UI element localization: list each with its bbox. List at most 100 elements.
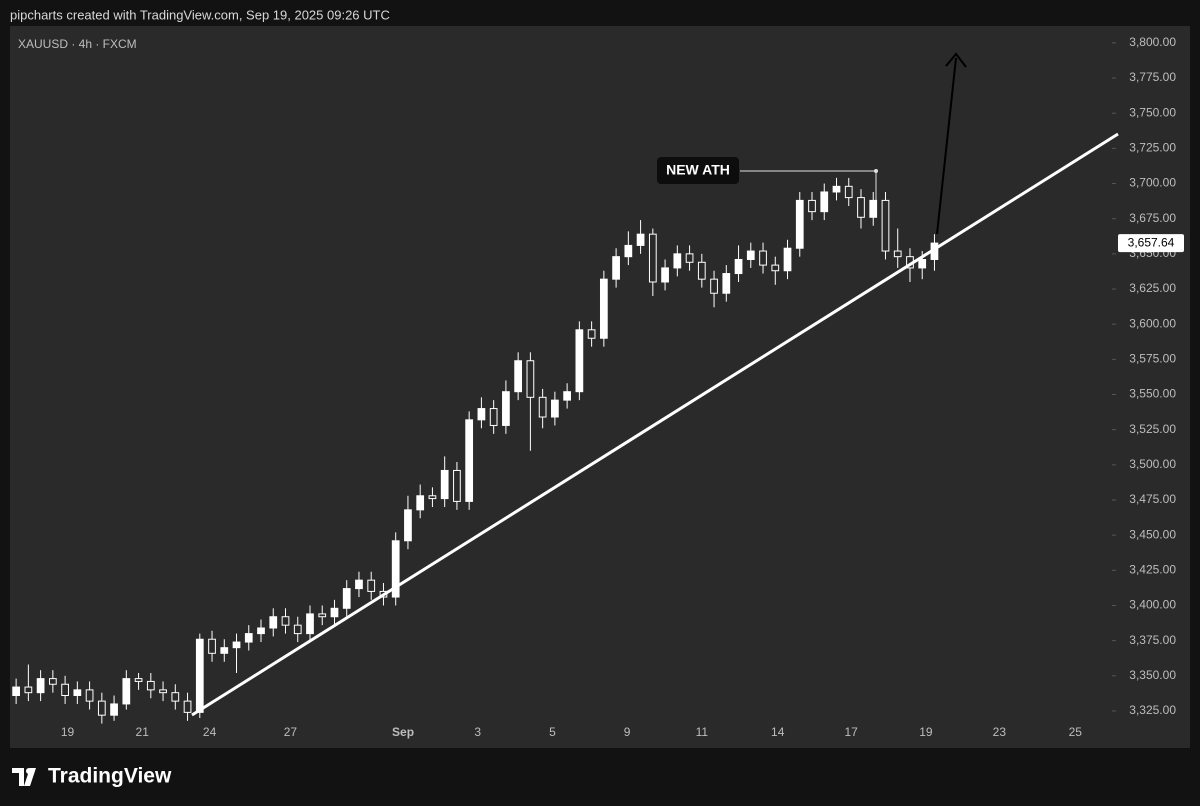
candle-body — [893, 250, 902, 258]
candle-body — [428, 495, 437, 500]
candle-body — [293, 624, 302, 635]
candle-body — [404, 509, 412, 542]
symbol-title: XAUUSD · 4h · FXCM — [18, 37, 137, 51]
last-price-label: 3,657.64 — [1128, 235, 1175, 249]
candle-body — [783, 247, 792, 272]
candle-body — [734, 258, 743, 275]
candle-body — [881, 199, 890, 252]
y-tick-label: 3,700.00 — [1129, 176, 1176, 190]
candle-body — [538, 396, 547, 418]
candle-body — [440, 469, 449, 500]
logo-dot — [26, 768, 32, 774]
candle-body — [342, 588, 351, 609]
candle-body — [85, 689, 94, 702]
logo-text: TradingView — [48, 765, 172, 788]
candle-body — [465, 419, 474, 502]
x-tick-label: 3 — [474, 725, 481, 739]
candle-body — [159, 689, 167, 694]
candle-body — [502, 391, 510, 426]
y-tick-label: 3,450.00 — [1129, 527, 1176, 541]
x-tick-label: 19 — [61, 725, 75, 739]
y-tick-label: 3,375.00 — [1129, 633, 1176, 647]
y-tick-label: 3,500.00 — [1129, 457, 1176, 471]
candle-body — [122, 678, 131, 705]
candle-body — [477, 408, 486, 421]
y-tick-label: 3,600.00 — [1129, 316, 1176, 330]
candle-body — [183, 700, 192, 713]
candle-body — [367, 579, 376, 592]
x-tick-label: 17 — [845, 725, 859, 739]
y-tick-label: 3,800.00 — [1129, 35, 1176, 49]
candle-body — [673, 253, 682, 269]
candle-body — [330, 607, 339, 618]
x-tick-label: 9 — [624, 725, 631, 739]
candle-body — [269, 616, 278, 629]
candle-body — [746, 250, 755, 260]
candle-body — [36, 678, 45, 694]
logo: TradingView — [12, 765, 172, 788]
candle-body — [685, 253, 694, 263]
candle-body — [195, 638, 204, 713]
x-tick-label: 27 — [284, 725, 298, 739]
y-tick-label: 3,575.00 — [1129, 352, 1176, 366]
candle-body — [808, 199, 816, 213]
y-tick-label: 3,400.00 — [1129, 598, 1176, 612]
arrow-shaft — [936, 57, 957, 235]
annotation: NEW ATH — [666, 162, 730, 178]
candle-body — [244, 633, 253, 643]
candle-body — [257, 627, 265, 635]
annotation-dot — [874, 169, 878, 173]
y-tick-label: 3,775.00 — [1129, 70, 1176, 84]
candle-body — [146, 680, 155, 691]
candle-body — [844, 185, 853, 199]
annotation-box — [657, 157, 739, 184]
candle-body — [575, 329, 584, 393]
header: pipcharts created with TradingView.com, … — [10, 7, 390, 22]
candle-body — [110, 703, 118, 716]
y-tick-label: 3,725.00 — [1129, 141, 1176, 155]
candle-body — [795, 199, 804, 249]
y-tick-label: 3,675.00 — [1129, 211, 1176, 225]
candle-body — [771, 264, 780, 272]
candle-body — [624, 244, 633, 258]
candle-body — [306, 613, 314, 635]
candle-body — [759, 250, 767, 266]
x-tick-label: 5 — [549, 725, 556, 739]
candle-body — [281, 616, 290, 626]
candle-body — [73, 689, 82, 696]
candle-body — [134, 678, 143, 682]
x-tick-label: 24 — [203, 725, 217, 739]
candle-body — [857, 197, 865, 218]
candle-body — [563, 391, 571, 401]
candle-body — [587, 329, 596, 339]
candle-body — [171, 692, 180, 702]
last-price-box — [1118, 234, 1184, 253]
candle-body — [869, 199, 878, 218]
y-tick-label: 3,750.00 — [1129, 105, 1176, 119]
candle-body — [832, 185, 841, 193]
x-tick-label: 23 — [993, 725, 1007, 739]
candle-body — [12, 686, 20, 696]
y-tick-label: 3,350.00 — [1129, 668, 1176, 682]
candle-body — [48, 678, 57, 685]
candle-body — [318, 613, 327, 618]
candle-body — [232, 641, 241, 649]
candle-body — [24, 686, 33, 694]
y-tick-label: 3,550.00 — [1129, 387, 1176, 401]
x-tick-label: 11 — [696, 725, 709, 739]
y-tick-label: 3,525.00 — [1129, 422, 1176, 436]
candle-body — [514, 360, 523, 393]
candle-body — [489, 408, 498, 426]
candle-body — [391, 540, 400, 598]
x-tick-label: 14 — [771, 725, 785, 739]
x-tick-label: 21 — [136, 725, 150, 739]
candle-body — [453, 469, 461, 502]
arrow-head — [945, 52, 967, 68]
x-tick-label: Sep — [392, 725, 414, 739]
y-tick-label: 3,425.00 — [1129, 562, 1176, 576]
candle-body — [61, 683, 69, 696]
candle-body — [416, 495, 425, 511]
candle-body — [355, 579, 363, 590]
